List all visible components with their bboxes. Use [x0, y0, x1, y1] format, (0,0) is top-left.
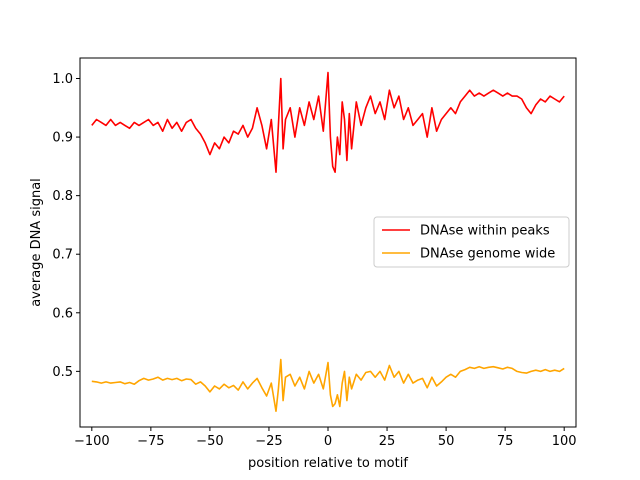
- series-layer: [91, 71, 565, 413]
- x-tick-label: 0: [324, 434, 332, 449]
- x-tick-label: 50: [438, 434, 455, 449]
- y-tick-label: 0.7: [52, 248, 73, 263]
- legend: DNAse within peaks DNAse genome wide: [373, 216, 570, 268]
- legend-box: [373, 216, 570, 268]
- x-tick-label: −75: [137, 434, 164, 449]
- y-tick-label: 0.5: [52, 365, 73, 380]
- x-tick-label: 25: [379, 434, 396, 449]
- y-axis: 0.5 0.6 0.7 0.8 0.9 1.0: [52, 72, 80, 380]
- y-tick-label: 0.6: [52, 306, 73, 321]
- y-tick-label: 0.9: [52, 131, 73, 146]
- x-axis-label: position relative to motif: [248, 456, 408, 471]
- legend-label-genome-wide: DNAse genome wide: [420, 247, 555, 262]
- y-tick-label: 1.0: [52, 72, 73, 87]
- x-tick-label: −25: [255, 434, 282, 449]
- x-tick-label: −100: [74, 434, 110, 449]
- x-axis: −100 −75 −50 −25 0 25 50 75 100: [74, 427, 577, 449]
- x-tick-label: 75: [497, 434, 514, 449]
- series-line-0: [91, 71, 565, 173]
- legend-label-within-peaks: DNAse within peaks: [420, 224, 550, 239]
- x-tick-label: 100: [552, 434, 577, 449]
- y-axis-label: average DNA signal: [29, 178, 44, 307]
- x-tick-label: −50: [196, 434, 223, 449]
- series-line-1: [91, 358, 565, 413]
- y-tick-label: 0.8: [52, 189, 73, 204]
